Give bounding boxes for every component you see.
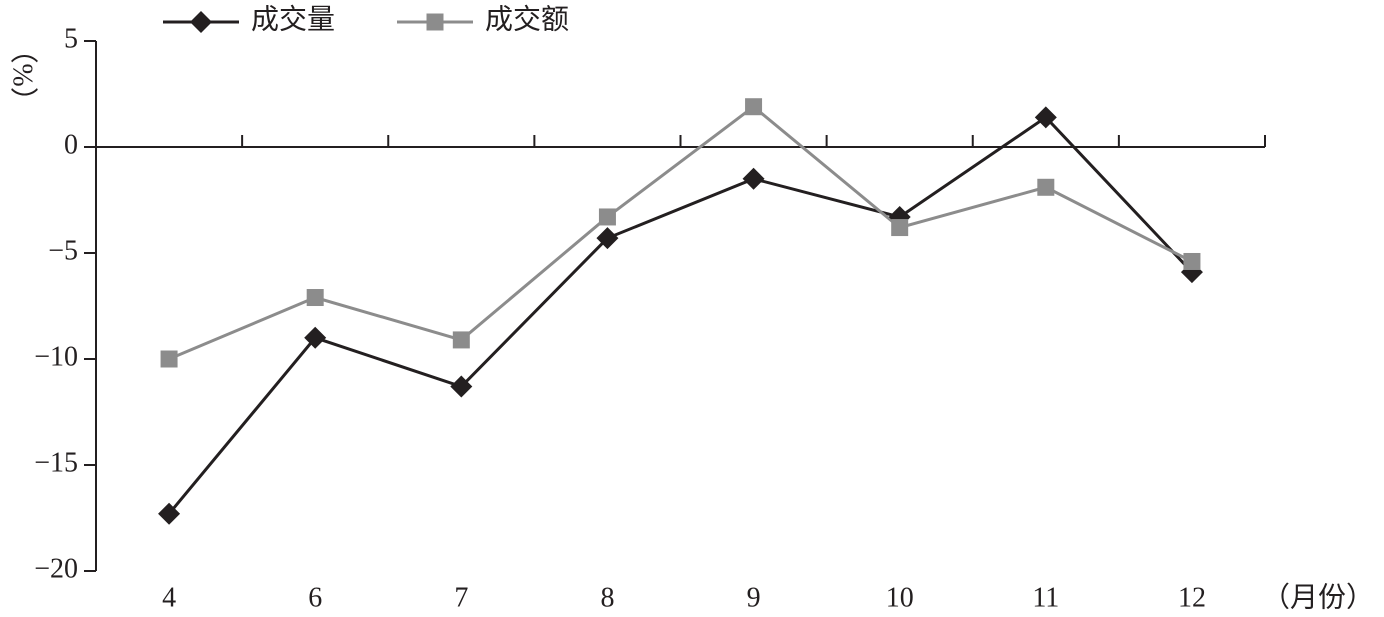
x-tick-label: 8	[600, 582, 614, 613]
y-tick-label: −15	[34, 447, 78, 478]
marker	[304, 326, 327, 349]
legend-marker	[426, 13, 444, 31]
marker	[158, 502, 181, 525]
y-tick-label: 5	[64, 23, 78, 54]
marker	[1037, 178, 1055, 196]
y-axis-label: （%）	[7, 35, 39, 114]
y-tick-label: −5	[48, 235, 78, 266]
x-axis-label: （月份）	[1262, 581, 1374, 613]
y-tick-label: −20	[34, 553, 78, 584]
series-line	[168, 104, 1193, 361]
x-tick-label: 12	[1178, 582, 1206, 613]
x-tick-label: 6	[308, 582, 322, 613]
marker	[452, 331, 470, 349]
x-tick-label: 7	[454, 582, 468, 613]
marker	[745, 98, 763, 116]
y-tick-label: −10	[34, 341, 78, 372]
marker	[742, 167, 765, 190]
x-tick-label: 11	[1032, 582, 1059, 613]
marker	[596, 227, 619, 250]
marker	[1183, 252, 1201, 270]
x-tick-label: 9	[747, 582, 761, 613]
series-line	[167, 115, 1194, 515]
marker	[1034, 106, 1057, 129]
marker	[891, 219, 909, 237]
marker	[160, 350, 178, 368]
y-tick-label: 0	[64, 129, 78, 160]
marker	[598, 208, 616, 226]
marker	[306, 289, 324, 307]
marker	[450, 375, 473, 398]
legend-label: 成交额	[485, 3, 569, 35]
legend-label: 成交量	[251, 3, 335, 35]
x-tick-label: 10	[886, 582, 914, 613]
x-tick-label: 4	[162, 582, 176, 613]
legend-marker	[190, 11, 212, 33]
